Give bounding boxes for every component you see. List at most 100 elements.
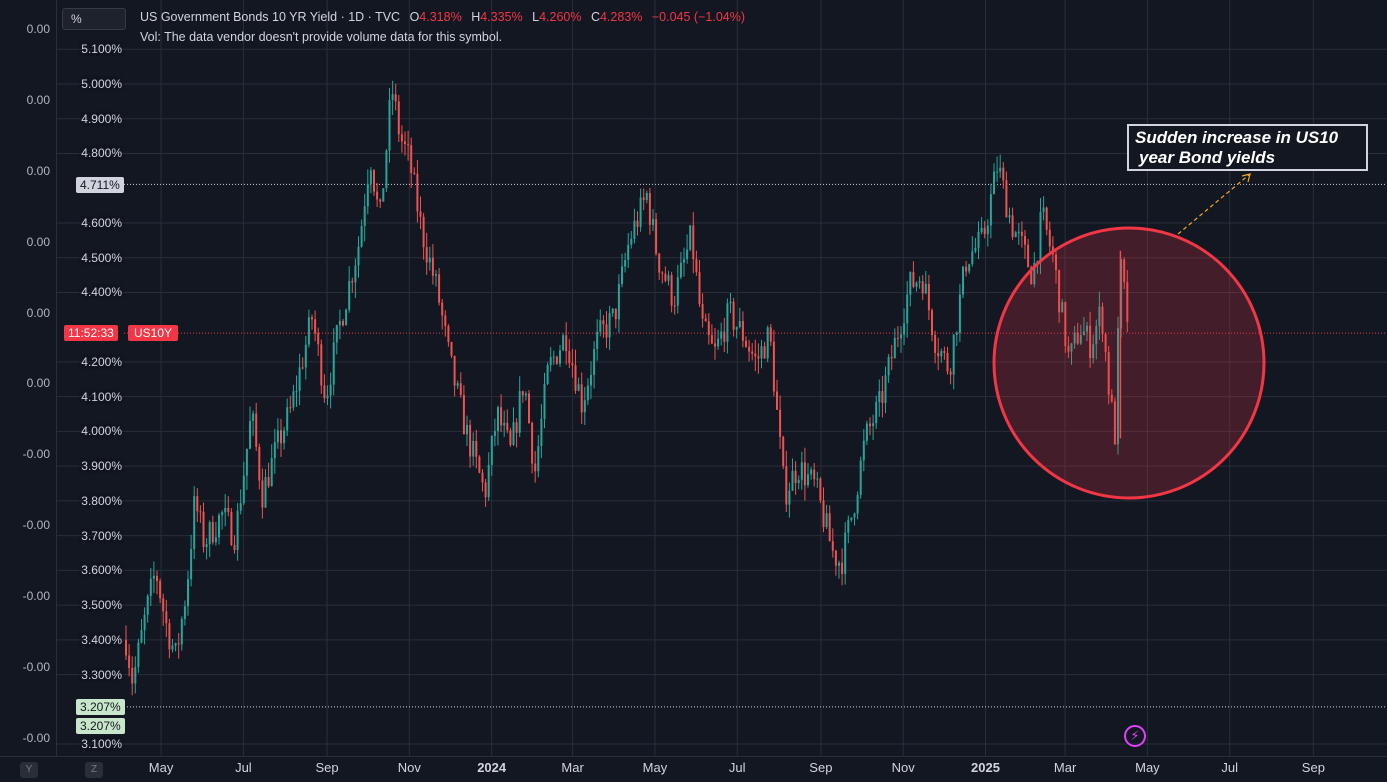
low-level-tag: 3.207% bbox=[76, 699, 125, 715]
candle-body bbox=[652, 219, 654, 225]
candle-body bbox=[431, 257, 434, 276]
candle-body bbox=[1067, 345, 1070, 352]
candle-body bbox=[230, 512, 233, 545]
candle-body bbox=[645, 193, 648, 201]
candle-body bbox=[149, 578, 152, 596]
candle-body bbox=[735, 327, 738, 330]
candle-body bbox=[893, 337, 896, 359]
candle-body bbox=[903, 323, 906, 335]
candle-body bbox=[732, 301, 735, 330]
candle-body bbox=[794, 470, 797, 484]
candle-body bbox=[413, 172, 416, 174]
candle-body bbox=[955, 332, 958, 335]
candle-body bbox=[745, 340, 747, 347]
candle-body bbox=[506, 422, 509, 431]
candle-body bbox=[1014, 232, 1017, 238]
candle-body bbox=[1002, 167, 1005, 181]
candle-body bbox=[286, 407, 289, 431]
candle-body bbox=[614, 308, 617, 320]
candle-body bbox=[280, 430, 282, 444]
candle-body bbox=[438, 274, 441, 303]
candle-body bbox=[382, 188, 385, 202]
candle-body bbox=[307, 317, 310, 345]
price-axis-tick-label: 5.100% bbox=[81, 42, 122, 57]
lightning-icon[interactable]: ⚡ bbox=[1124, 725, 1146, 747]
symbol-title[interactable]: US Government Bonds 10 YR Yield · 1D · T… bbox=[140, 10, 401, 24]
candle-body bbox=[642, 197, 645, 201]
candle-body bbox=[475, 440, 478, 457]
candle-body bbox=[252, 413, 255, 421]
time-axis-tick-label: May bbox=[642, 760, 668, 775]
candle-body bbox=[803, 462, 806, 486]
candle-body bbox=[1042, 207, 1045, 212]
candle-body bbox=[791, 470, 794, 491]
price-axis-tick-label: 3.400% bbox=[81, 632, 122, 647]
candle-body bbox=[165, 611, 168, 624]
candle-body bbox=[701, 303, 704, 319]
candle-body bbox=[636, 220, 639, 227]
candle-body bbox=[980, 227, 983, 232]
candle-body bbox=[376, 191, 379, 200]
candle-body bbox=[968, 264, 971, 272]
candle-body bbox=[813, 469, 816, 480]
candle-body bbox=[159, 581, 162, 599]
candle-body bbox=[946, 352, 949, 372]
price-axis-tick-label: 4.900% bbox=[81, 111, 122, 126]
low-level-tag: 3.207% bbox=[76, 718, 125, 734]
candle-body bbox=[202, 511, 205, 547]
change-value: −0.045 (−1.04%) bbox=[651, 10, 745, 24]
candle-body bbox=[524, 393, 527, 396]
candle-body bbox=[462, 395, 465, 435]
unit-toggle-button[interactable]: % bbox=[62, 8, 126, 30]
candle-body bbox=[605, 324, 608, 338]
candle-body bbox=[602, 320, 605, 325]
candle-body bbox=[977, 231, 980, 248]
time-axis-tick-label: Mar bbox=[1053, 760, 1077, 775]
candle-body bbox=[881, 391, 884, 403]
time-axis-tick-label: May bbox=[1135, 760, 1160, 775]
candle-body bbox=[909, 272, 912, 295]
candle-body bbox=[695, 259, 698, 273]
candle-body bbox=[577, 384, 580, 391]
candle-body bbox=[205, 544, 208, 547]
candle-body bbox=[838, 562, 840, 566]
candle-body bbox=[317, 333, 320, 345]
candle-body bbox=[276, 430, 279, 443]
candle-body bbox=[320, 344, 323, 386]
candle-body bbox=[1039, 211, 1042, 262]
secondary-axis-label: 0.00 bbox=[26, 306, 50, 320]
candle-body bbox=[360, 226, 363, 247]
candle-body bbox=[993, 171, 995, 195]
z-zoom-button[interactable]: Z bbox=[85, 762, 103, 778]
candle-body bbox=[924, 283, 927, 294]
secondary-axis-label: -0.00 bbox=[22, 447, 50, 461]
candle-body bbox=[788, 490, 791, 505]
candle-body bbox=[1107, 352, 1110, 395]
candle-body bbox=[769, 327, 772, 342]
candle-body bbox=[552, 356, 555, 358]
candle-body bbox=[872, 423, 875, 427]
candle-body bbox=[1064, 302, 1067, 346]
candle-body bbox=[456, 383, 459, 386]
candle-body bbox=[878, 391, 881, 403]
y-zoom-button[interactable]: Y bbox=[20, 762, 38, 778]
secondary-price-axis[interactable]: 0.00 0.00 0.00 0.00 0.00 0.00 -0.00 -0.0… bbox=[0, 0, 57, 756]
candle-body bbox=[236, 510, 239, 550]
annotation-textbox[interactable]: Sudden increase in US10 year Bond yields bbox=[1127, 124, 1368, 171]
candlestick-chart[interactable] bbox=[56, 0, 1387, 756]
candle-body bbox=[1061, 302, 1064, 313]
candle-body bbox=[1089, 325, 1092, 359]
candle-body bbox=[633, 220, 636, 239]
candle-body bbox=[962, 266, 964, 295]
candle-body bbox=[900, 334, 902, 339]
candle-body bbox=[487, 464, 490, 498]
candle-body bbox=[856, 494, 859, 514]
candle-body bbox=[394, 94, 397, 102]
candle-body bbox=[559, 350, 561, 364]
candle-body bbox=[211, 522, 214, 543]
candle-body bbox=[664, 273, 667, 281]
candle-body bbox=[329, 384, 332, 396]
secondary-axis-label: 0.00 bbox=[26, 376, 50, 390]
volume-note: Vol: The data vendor doesn't provide vol… bbox=[140, 30, 503, 44]
candle-body bbox=[196, 496, 199, 512]
